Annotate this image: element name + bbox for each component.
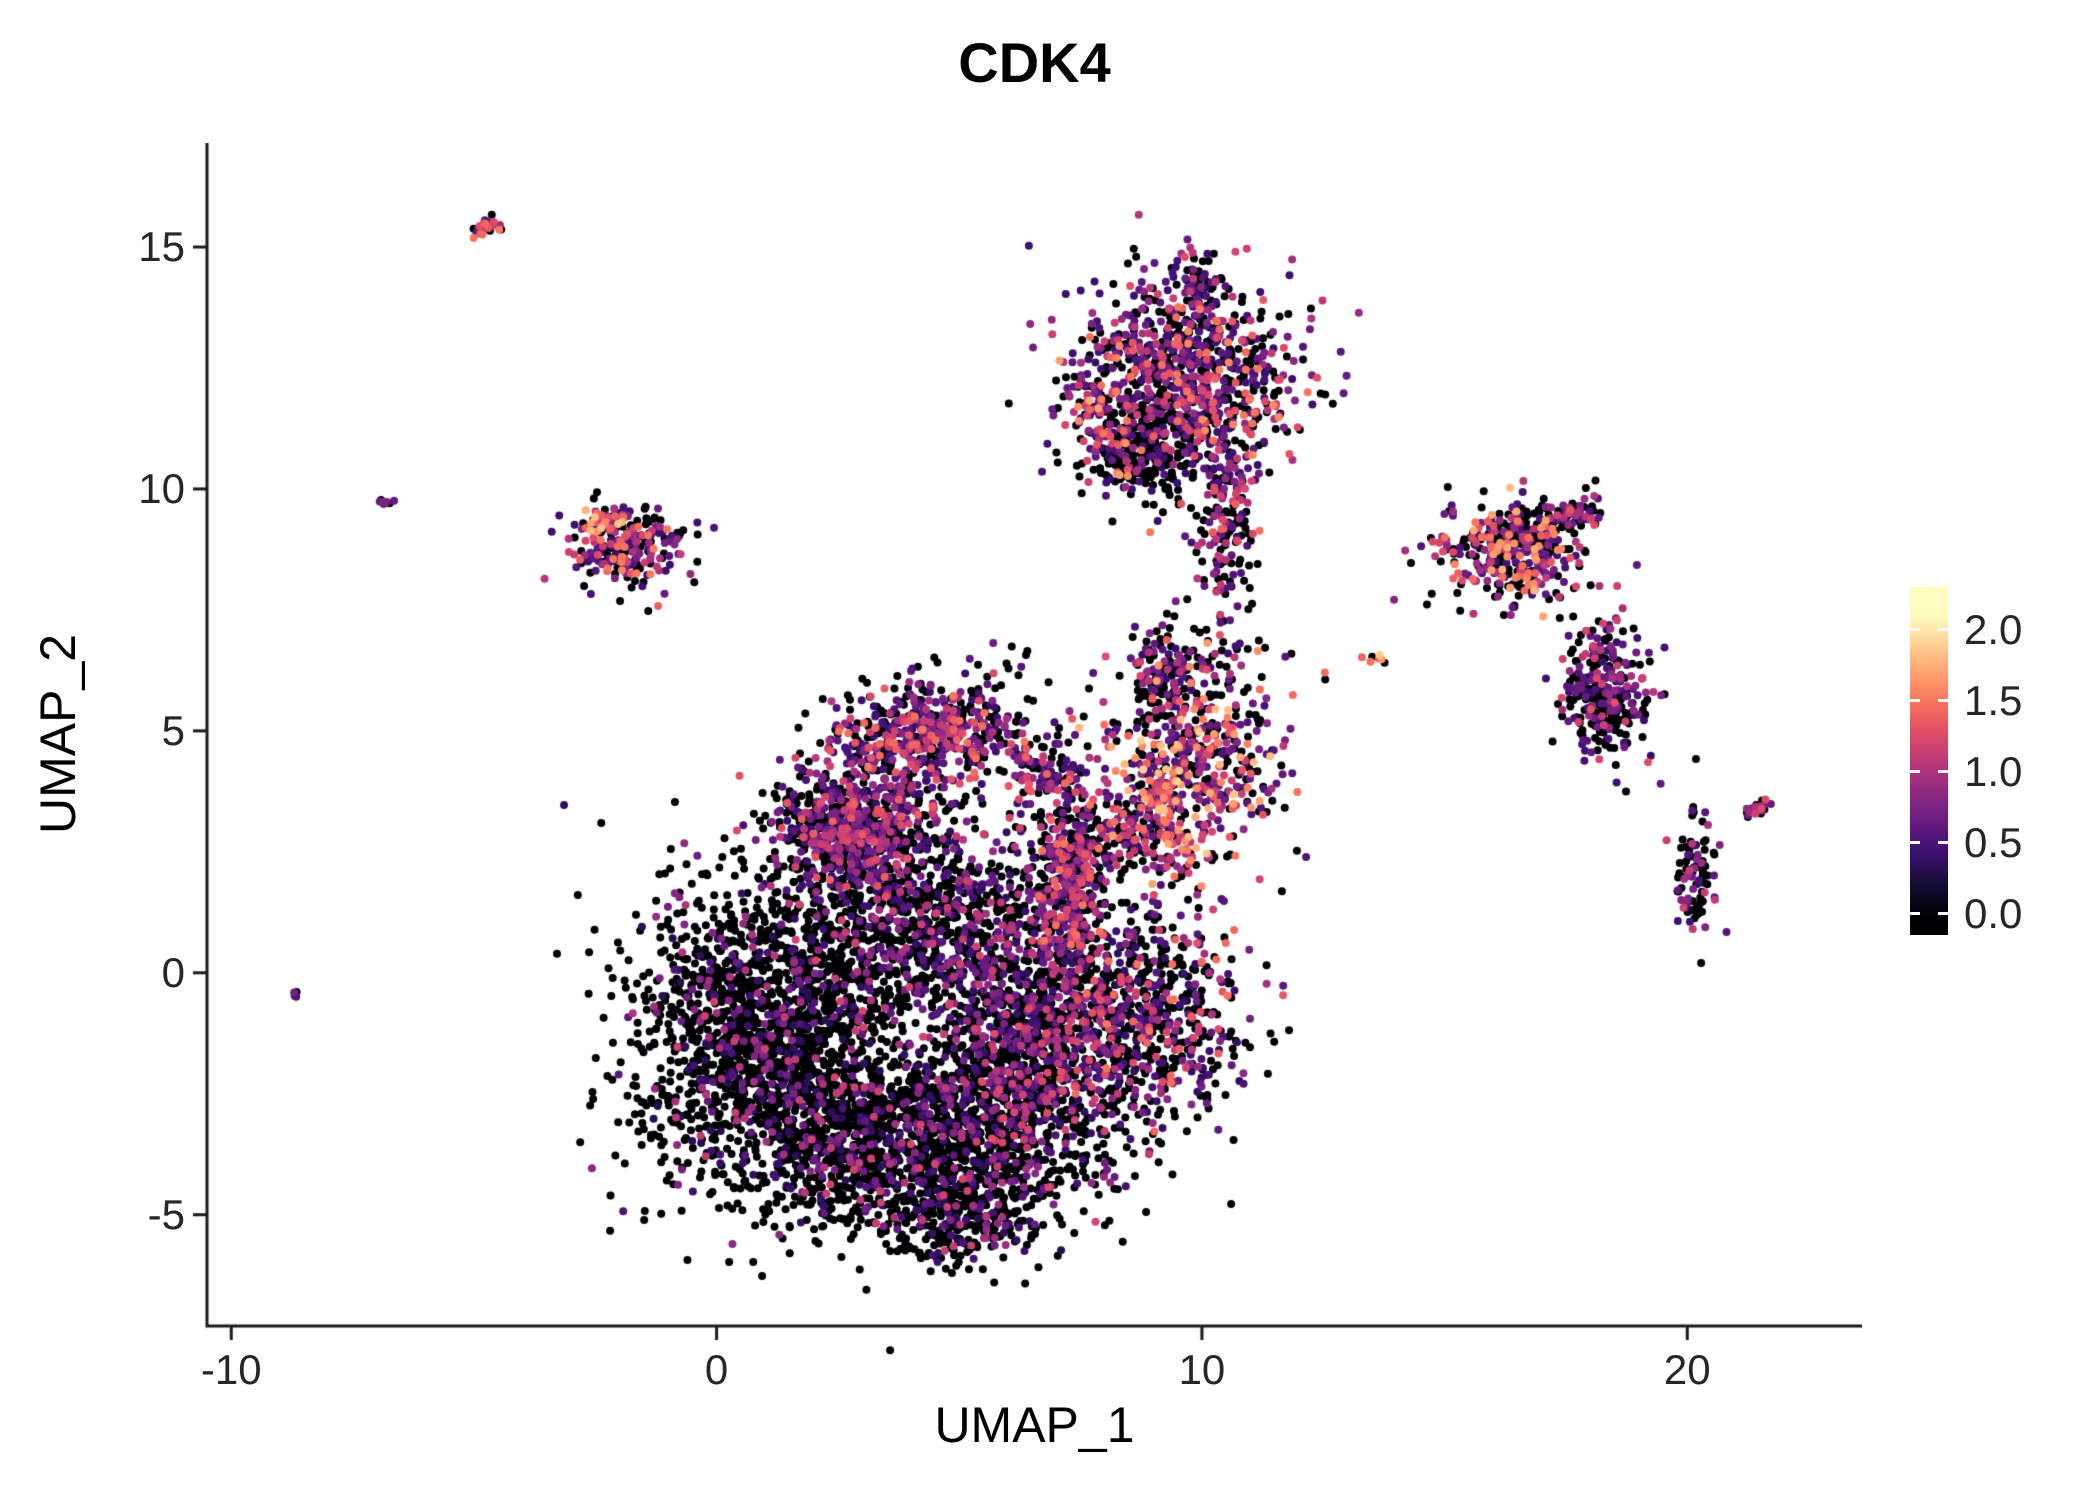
colorbar-tick-mark <box>1938 841 1948 845</box>
colorbar <box>1910 587 1948 935</box>
x-axis-label: UMAP_1 <box>934 1397 1135 1453</box>
colorbar-tick-mark <box>1938 699 1948 703</box>
colorbar-tick-mark <box>1938 628 1948 632</box>
y-tick-label: -5 <box>147 1190 185 1238</box>
y-tick-label: 15 <box>138 223 185 271</box>
colorbar-tick-label: 2.0 <box>1964 605 2023 653</box>
colorbar-tick-mark <box>1910 628 1920 632</box>
y-tick-label: 5 <box>161 706 185 754</box>
colorbar-tick-label: 0.0 <box>1964 889 2023 937</box>
colorbar-tick-label: 0.5 <box>1964 818 2023 866</box>
x-tick-label: 10 <box>1178 1346 1226 1393</box>
colorbar-tick-mark <box>1938 770 1948 774</box>
y-tick-label: 10 <box>138 464 185 512</box>
chart-title: CDK4 <box>958 31 1111 94</box>
x-tick-label: -10 <box>200 1346 262 1393</box>
y-tick-label: 0 <box>161 948 185 996</box>
colorbar-tick-label: 1.0 <box>1964 747 2023 795</box>
colorbar-tick-mark <box>1910 912 1920 916</box>
colorbar-tick-mark <box>1910 699 1920 703</box>
x-tick-label: 0 <box>704 1346 729 1393</box>
colorbar-tick-mark <box>1938 912 1948 916</box>
colorbar-tick-label: 1.5 <box>1964 676 2023 724</box>
colorbar-tick-mark <box>1910 841 1920 845</box>
x-tick-label: 20 <box>1663 1346 1711 1393</box>
colorbar-tick-mark <box>1910 770 1920 774</box>
